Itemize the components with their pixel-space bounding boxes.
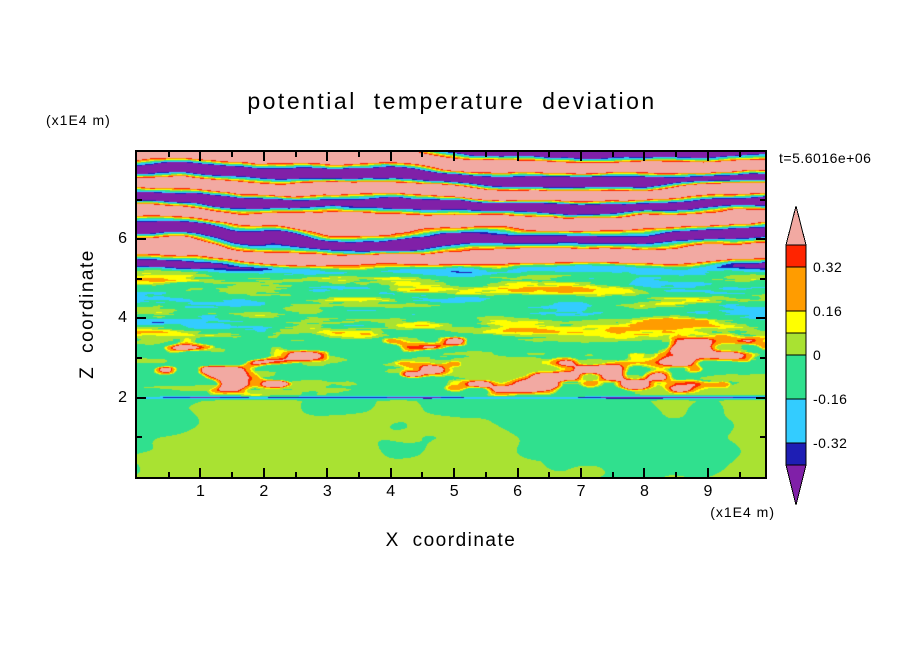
axis-tick: [326, 468, 329, 477]
axis-tick: [231, 152, 234, 157]
axis-tick: [231, 472, 234, 477]
axis-tick: [484, 472, 487, 477]
axis-tick: [199, 468, 202, 477]
axis-tick: [137, 317, 146, 320]
axis-tick: [643, 152, 646, 161]
axis-tick: [294, 472, 297, 477]
axis-tick: [675, 472, 678, 477]
axis-tick: [760, 277, 765, 280]
axis-tick: [760, 357, 765, 360]
colorbar-segment: [785, 266, 807, 312]
time-annotation: t=5.6016e+06: [779, 150, 872, 166]
axis-tick: [389, 152, 392, 161]
axis-tick: [548, 152, 551, 157]
axis-tick: [137, 357, 142, 360]
axis-tick: [326, 152, 329, 161]
axis-tick: [611, 152, 614, 157]
x-tick-label: 2: [259, 483, 269, 500]
x-tick-label: 9: [703, 483, 713, 500]
axis-tick: [167, 472, 170, 477]
colorbar-segment: [785, 398, 807, 444]
axis-tick: [580, 152, 583, 161]
axis-tick: [453, 152, 456, 161]
colorbar-segment: [785, 244, 807, 268]
axis-tick: [137, 277, 142, 280]
colorbar-tick-label: 0.32: [813, 259, 843, 275]
axis-tick: [137, 396, 146, 399]
axis-tick: [756, 317, 765, 320]
axis-tick: [548, 472, 551, 477]
axis-tick: [421, 472, 424, 477]
axis-tick: [760, 436, 765, 439]
axis-tick: [760, 198, 765, 201]
heatmap-canvas: [137, 152, 765, 477]
axis-tick: [675, 152, 678, 157]
x-tick-label: 6: [513, 483, 523, 500]
axis-tick: [137, 436, 142, 439]
colorbar-tick-label: -0.32: [813, 435, 848, 451]
axis-tick: [358, 472, 361, 477]
axis-tick: [643, 468, 646, 477]
axis-tick: [738, 472, 741, 477]
axis-tick: [516, 468, 519, 477]
axis-tick: [358, 152, 361, 157]
colorbar-segment: [785, 332, 807, 356]
axis-tick: [389, 468, 392, 477]
axis-tick: [262, 468, 265, 477]
axis-tick: [137, 238, 146, 241]
x-tick-label: 1: [195, 483, 205, 500]
colorbar: [785, 205, 807, 505]
x-tick-label: 7: [576, 483, 586, 500]
chart-title: potential temperature deviation: [247, 88, 657, 114]
axis-tick: [453, 468, 456, 477]
x-axis-title: X coordinate: [385, 530, 517, 551]
axis-tick: [199, 152, 202, 161]
colorbar-tick-label: 0: [813, 347, 822, 363]
colorbar-tick-label: 0.16: [813, 303, 843, 319]
axis-tick: [706, 152, 709, 161]
axis-tick: [516, 152, 519, 161]
axis-tick: [738, 152, 741, 157]
x-tick-label: 4: [386, 483, 396, 500]
y-axis-unit-label: (x1E4 m): [46, 112, 111, 128]
colorbar-tick-label: -0.16: [813, 391, 848, 407]
axis-tick: [756, 396, 765, 399]
colorbar-segment: [785, 442, 807, 466]
axis-tick: [167, 152, 170, 157]
x-tick-label: 5: [449, 483, 459, 500]
axis-tick: [756, 238, 765, 241]
axis-tick: [262, 152, 265, 161]
axis-tick: [137, 198, 142, 201]
axis-tick: [706, 468, 709, 477]
axis-tick: [421, 152, 424, 157]
colorbar-segment: [785, 354, 807, 400]
x-tick-label: 8: [640, 483, 649, 500]
y-tick-label: 4: [118, 309, 127, 327]
y-tick-label: 6: [118, 230, 127, 248]
colorbar-segment: [785, 310, 807, 334]
x-axis-unit-label: (x1E4 m): [710, 504, 775, 520]
y-tick-label: 2: [118, 388, 127, 406]
x-tick-label: 3: [322, 483, 332, 500]
axis-tick: [580, 468, 583, 477]
plot-area: [135, 150, 767, 479]
axis-tick: [484, 152, 487, 157]
axis-tick: [294, 152, 297, 157]
colorbar-arrow-high: [785, 205, 807, 246]
colorbar-arrow-low: [785, 464, 807, 505]
axis-tick: [611, 472, 614, 477]
